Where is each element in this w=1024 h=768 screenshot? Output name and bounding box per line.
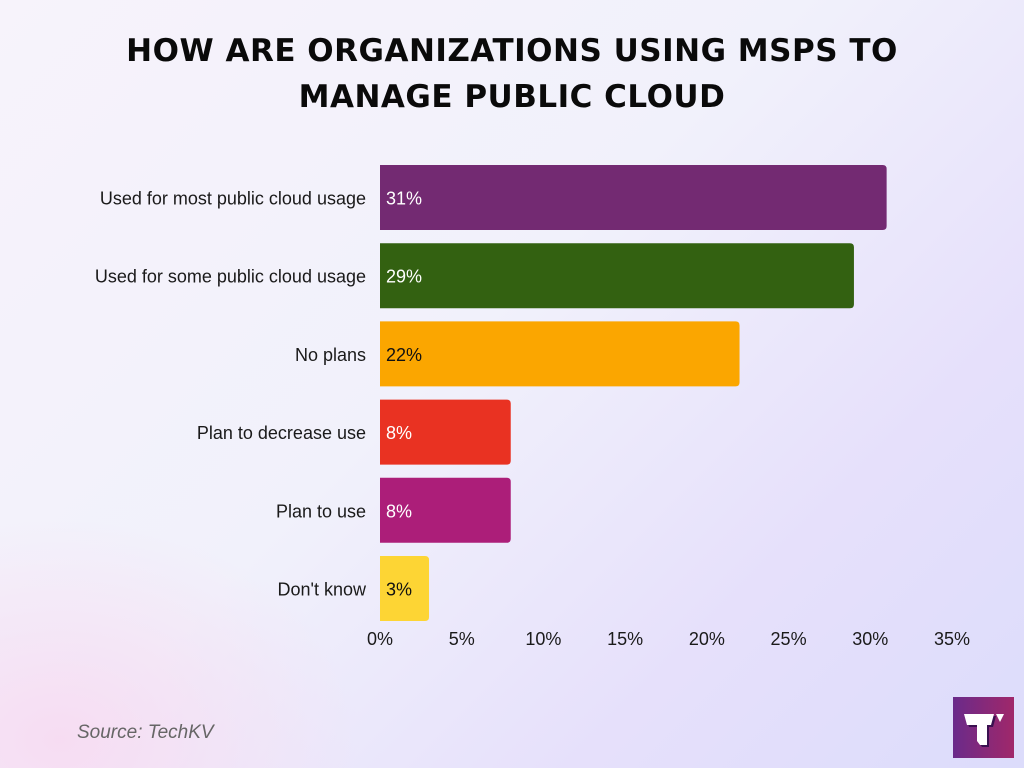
logo-t-icon	[964, 714, 1004, 747]
data-label: 8%	[386, 501, 412, 521]
data-label: 31%	[386, 189, 422, 209]
x-tick-label: 0%	[367, 629, 393, 649]
data-label: 3%	[386, 580, 412, 600]
source-note: Source: TechKV	[77, 722, 214, 743]
category-label: Plan to decrease use	[197, 423, 366, 443]
category-label: Plan to use	[276, 501, 366, 521]
bar	[380, 165, 887, 230]
chart-title: HOW ARE ORGANIZATIONS USING MSPS TO MANA…	[0, 28, 1024, 120]
x-tick-label: 15%	[607, 629, 643, 649]
category-label: No plans	[295, 345, 366, 365]
bar	[380, 243, 854, 309]
bar	[380, 399, 511, 465]
category-label: Used for some public cloud usage	[95, 267, 366, 287]
bar	[380, 321, 740, 387]
x-tick-label: 10%	[525, 629, 561, 649]
data-label: 22%	[386, 345, 422, 365]
chart-title-line-1: HOW ARE ORGANIZATIONS USING MSPS TO	[126, 33, 898, 69]
bar	[380, 556, 430, 621]
x-tick-label: 35%	[934, 629, 970, 649]
techkv-logo	[953, 697, 1014, 758]
x-tick-label: 30%	[852, 629, 888, 649]
x-tick-label: 20%	[689, 629, 725, 649]
chart-title-line-2: MANAGE PUBLIC CLOUD	[298, 79, 726, 115]
category-label: Used for most public cloud usage	[100, 189, 366, 209]
category-label: Don't know	[278, 580, 367, 600]
data-label: 8%	[386, 423, 412, 443]
x-tick-label: 25%	[771, 629, 807, 649]
bar	[380, 477, 511, 543]
data-label: 29%	[386, 267, 422, 287]
x-tick-label: 5%	[449, 629, 475, 649]
